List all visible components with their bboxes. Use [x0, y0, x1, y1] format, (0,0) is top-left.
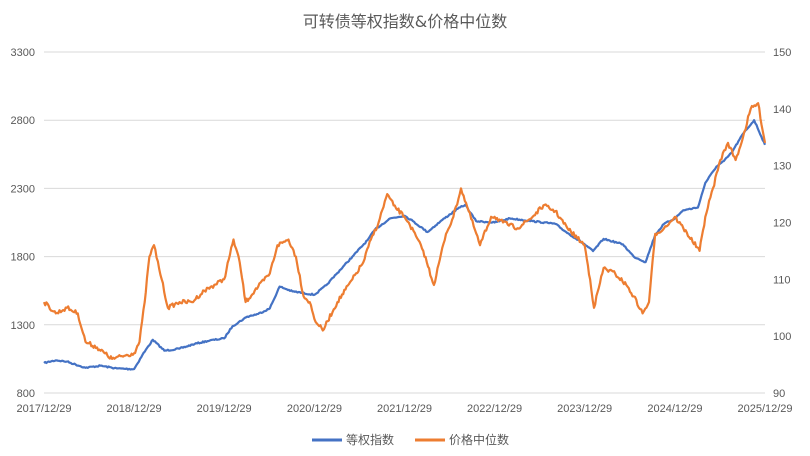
x-tick-label: 2019/12/29	[197, 403, 252, 415]
y-right-tick-label: 130	[773, 161, 791, 173]
x-tick-label: 2018/12/29	[107, 403, 162, 415]
left-axis: 800 1300 1800 2300 2800 3300	[11, 47, 35, 400]
y-left-tick-label: 2300	[11, 183, 35, 195]
x-tick-label: 2024/12/29	[647, 403, 702, 415]
series-layer	[42, 102, 767, 371]
y-right-tick-label: 140	[773, 104, 791, 116]
y-right-tick-label: 120	[773, 218, 791, 230]
legend-label-equal-weight-index: 等权指数	[346, 432, 394, 447]
x-tick-label: 2017/12/29	[16, 403, 71, 415]
x-tick-label: 2023/12/29	[557, 403, 612, 415]
right-axis: 90 100 110 120 130 140 150	[773, 47, 791, 400]
y-right-tick-label: 110	[773, 274, 791, 286]
legend-label-median-price: 价格中位数	[449, 432, 509, 447]
y-left-tick-label: 1800	[11, 252, 35, 264]
x-tick-label: 2021/12/29	[377, 403, 432, 415]
x-tick-label: 2020/12/29	[287, 403, 342, 415]
x-tick-label: 2025/12/29	[737, 403, 792, 415]
y-right-tick-label: 90	[773, 388, 785, 400]
y-right-tick-label: 100	[773, 331, 791, 343]
y-left-tick-label: 800	[17, 388, 35, 400]
chart-title: 可转债等权指数&价格中位数	[303, 12, 507, 31]
x-tick-label: 2022/12/29	[467, 403, 522, 415]
grid-layer	[44, 51, 765, 394]
x-axis: 2017/12/29 2018/12/29 2019/12/29 2020/12/29…	[16, 403, 792, 415]
legend: 等权指数 价格中位数	[312, 432, 509, 447]
y-left-tick-label: 1300	[11, 320, 35, 332]
series-line-equal-weight-index	[43, 119, 767, 371]
y-left-tick-label: 2800	[11, 115, 35, 127]
y-right-tick-label: 150	[773, 47, 791, 59]
series-line-median-price	[42, 102, 767, 360]
y-left-tick-label: 3300	[11, 47, 35, 59]
